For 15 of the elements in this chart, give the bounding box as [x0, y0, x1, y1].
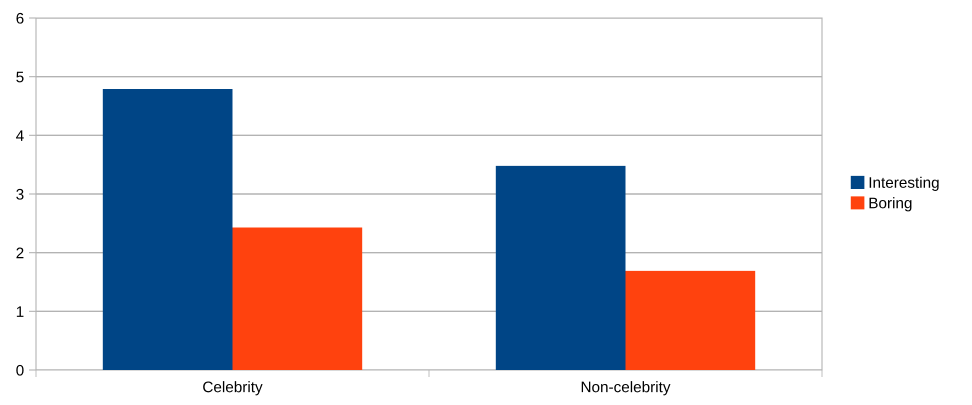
- y-tick-label: 2: [16, 248, 24, 258]
- legend-label: Boring: [870, 197, 912, 212]
- bar: [496, 166, 626, 370]
- y-tick-label: 3: [16, 188, 24, 200]
- legend-label: Interesting: [870, 176, 939, 191]
- y-tick-label: 5: [16, 72, 24, 82]
- y-tick-label: 0: [16, 364, 24, 376]
- x-tick-label: Celebrity: [203, 381, 263, 396]
- y-tick-label: 1: [16, 306, 24, 317]
- y-tick-label: 6: [16, 12, 24, 24]
- bar: [102, 88, 232, 370]
- bar: [232, 227, 362, 370]
- bar: [626, 270, 756, 370]
- x-tick-label: Non-celebrity: [582, 381, 670, 396]
- y-tick-label: 4: [16, 130, 24, 141]
